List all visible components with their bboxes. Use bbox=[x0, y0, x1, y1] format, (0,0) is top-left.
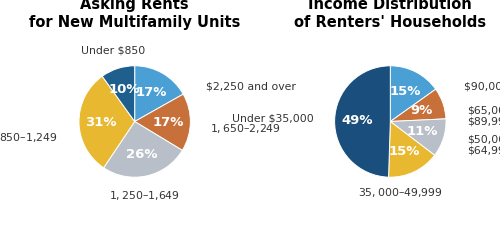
Text: 10%: 10% bbox=[108, 83, 140, 96]
Text: $1,250–$1,649: $1,250–$1,649 bbox=[109, 189, 180, 201]
Wedge shape bbox=[79, 76, 134, 168]
Text: 49%: 49% bbox=[341, 114, 372, 128]
Text: Under $850: Under $850 bbox=[82, 45, 146, 55]
Text: 31%: 31% bbox=[86, 115, 117, 129]
Text: Under $35,000: Under $35,000 bbox=[232, 114, 314, 124]
Text: $1,650–$2,249: $1,650–$2,249 bbox=[210, 122, 281, 135]
Text: $65,000–
$89,999: $65,000– $89,999 bbox=[467, 105, 500, 127]
Text: 17%: 17% bbox=[136, 86, 167, 99]
Text: $35,000–$49,999: $35,000–$49,999 bbox=[358, 186, 443, 199]
Text: 15%: 15% bbox=[390, 85, 422, 98]
Wedge shape bbox=[390, 89, 446, 122]
Wedge shape bbox=[334, 66, 390, 177]
Title: Asking Rents
for New Multifamily Units: Asking Rents for New Multifamily Units bbox=[29, 0, 240, 30]
Text: $2,250 and over: $2,250 and over bbox=[206, 82, 296, 92]
Wedge shape bbox=[134, 66, 183, 122]
Wedge shape bbox=[104, 122, 182, 177]
Text: 9%: 9% bbox=[411, 104, 433, 117]
Wedge shape bbox=[390, 119, 446, 155]
Wedge shape bbox=[388, 122, 434, 177]
Text: $50,000–
$64,999: $50,000– $64,999 bbox=[467, 134, 500, 156]
Text: $850–$1,249: $850–$1,249 bbox=[0, 130, 58, 144]
Text: 11%: 11% bbox=[406, 125, 438, 138]
Text: $90,000 and over: $90,000 and over bbox=[464, 82, 500, 92]
Wedge shape bbox=[134, 94, 190, 150]
Wedge shape bbox=[390, 66, 436, 122]
Text: 17%: 17% bbox=[152, 115, 184, 129]
Text: 15%: 15% bbox=[389, 145, 420, 158]
Wedge shape bbox=[102, 66, 134, 122]
Text: 26%: 26% bbox=[126, 148, 158, 161]
Title: Income Distribution
of Renters' Households: Income Distribution of Renters' Househol… bbox=[294, 0, 486, 30]
